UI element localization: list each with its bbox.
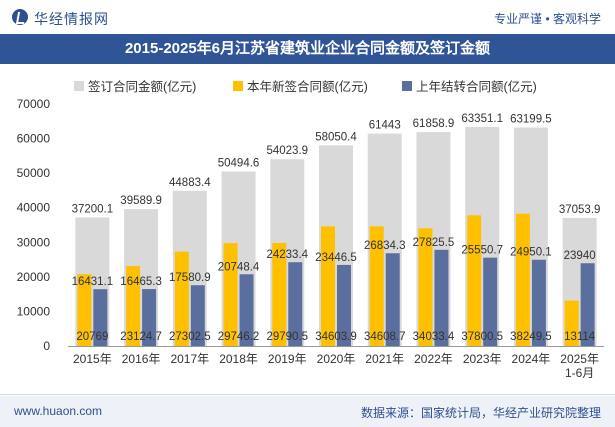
site-url: www.huaon.com bbox=[14, 404, 103, 418]
x-tick-label: 2025年 bbox=[560, 352, 599, 366]
bar-carry bbox=[288, 262, 303, 346]
data-label-total: 50494.6 bbox=[218, 157, 260, 169]
data-label-carry: 23940 bbox=[564, 250, 596, 262]
bar-new bbox=[272, 243, 287, 346]
x-tick-label: 2020年 bbox=[317, 352, 356, 366]
bar-new bbox=[564, 300, 579, 346]
data-label-new: 27302.5 bbox=[169, 331, 211, 343]
data-label-carry: 26834.3 bbox=[364, 240, 406, 252]
x-tick-label: 2024年 bbox=[512, 352, 551, 366]
bar-carry bbox=[385, 253, 400, 346]
data-label-total: 54023.9 bbox=[266, 145, 308, 157]
data-label-carry: 27825.5 bbox=[413, 237, 455, 249]
footer-divider bbox=[0, 394, 615, 395]
legend-swatch-total bbox=[74, 80, 84, 91]
data-label-carry: 23446.5 bbox=[315, 252, 357, 264]
legend-label-new: 本年新签合同额(亿元) bbox=[247, 80, 368, 94]
footer-bar: www.huaon.com 数据来源：国家统计局，华经产业研究院整理 bbox=[0, 396, 615, 427]
data-label-new: 20769 bbox=[76, 331, 108, 343]
y-tick-label: 0 bbox=[43, 339, 50, 353]
bar-carry bbox=[142, 289, 157, 346]
x-tick-label: 2022年 bbox=[414, 352, 453, 366]
bar-carry bbox=[93, 289, 108, 346]
brand-name: 华经情报网 bbox=[34, 11, 109, 27]
chart-title: 2015-2025年6月江苏省建筑业企业合同金额及签订金额 bbox=[0, 34, 615, 64]
header-bar: 华经情报网 专业严谨 • 客观科学 bbox=[0, 0, 615, 34]
x-tick-label: 2018年 bbox=[219, 352, 258, 366]
x-tick-label: 2016年 bbox=[122, 352, 161, 366]
bar-carry bbox=[337, 264, 351, 346]
data-source: 数据来源：国家统计局，华经产业研究院整理 bbox=[360, 406, 601, 420]
y-tick-label: 40000 bbox=[17, 201, 51, 215]
bar-new bbox=[321, 226, 335, 346]
bar-carry bbox=[580, 263, 595, 346]
legend-label-total: 签订合同金额(亿元) bbox=[88, 80, 197, 94]
legend-label-carry: 上年结转合同额(亿元) bbox=[416, 80, 537, 94]
data-label-carry: 17580.9 bbox=[169, 272, 211, 284]
bar-new bbox=[467, 215, 482, 346]
data-label-total: 63351.1 bbox=[461, 113, 503, 125]
data-label-total: 58050.4 bbox=[315, 131, 357, 143]
bar-new bbox=[223, 243, 238, 346]
bar-carry bbox=[190, 285, 205, 346]
bar-carry bbox=[483, 257, 498, 346]
data-label-carry: 24233.4 bbox=[266, 249, 308, 261]
data-label-carry: 25550.7 bbox=[461, 245, 503, 257]
y-tick-label: 70000 bbox=[17, 97, 51, 111]
data-label-total: 61858.9 bbox=[413, 118, 455, 130]
data-label-carry: 20748.4 bbox=[218, 261, 260, 273]
data-label-new: 37800.5 bbox=[461, 331, 503, 343]
y-tick-label: 50000 bbox=[17, 166, 51, 180]
data-label-new: 29790.5 bbox=[266, 331, 308, 343]
x-tick-label: 2021年 bbox=[365, 352, 404, 366]
x-tick-label: 2015年 bbox=[73, 352, 112, 366]
data-label-new: 13114 bbox=[564, 331, 596, 343]
data-label-total: 63199.5 bbox=[510, 114, 552, 126]
bar-chart: 0 10000 20000 30000 40000 50000 60000 70000 3720… bbox=[17, 97, 604, 380]
x-tick-label: 2019年 bbox=[268, 352, 307, 366]
bar-new bbox=[174, 251, 189, 346]
data-label-new: 34608.7 bbox=[364, 331, 406, 343]
legend-swatch-carry bbox=[402, 80, 412, 91]
data-label-total: 61443 bbox=[369, 120, 401, 132]
y-tick-label: 30000 bbox=[17, 235, 51, 249]
legend-swatch-new bbox=[233, 80, 243, 91]
x-tick-label: 2017年 bbox=[170, 352, 209, 366]
data-label-carry: 24950.1 bbox=[510, 247, 552, 259]
data-label-new: 38249.5 bbox=[510, 331, 552, 343]
bar-new bbox=[77, 274, 92, 346]
slogan: 专业严谨 • 客观科学 bbox=[494, 12, 601, 26]
legend-item-carry: 上年结转合同额(亿元) bbox=[402, 76, 537, 95]
data-label-carry: 16431.1 bbox=[72, 276, 114, 288]
data-label-total: 39589.9 bbox=[120, 195, 162, 207]
y-tick-label: 10000 bbox=[17, 304, 51, 318]
bar-carry bbox=[239, 274, 254, 346]
data-label-new: 29746.2 bbox=[218, 331, 260, 343]
bar-new bbox=[369, 226, 384, 346]
legend-item-total: 签订合同金额(亿元) bbox=[74, 76, 196, 95]
bar-carry bbox=[434, 249, 449, 346]
data-label-total: 37053.9 bbox=[559, 204, 601, 216]
data-label-new: 23124.7 bbox=[120, 331, 162, 343]
data-label-total: 37200.1 bbox=[72, 203, 114, 215]
y-tick-label: 20000 bbox=[17, 270, 51, 284]
legend-item-new: 本年新签合同额(亿元) bbox=[233, 76, 368, 95]
x-tick-label: 1-6月 bbox=[565, 366, 594, 380]
bar-new bbox=[515, 213, 530, 346]
chart-legend: 签订合同金额(亿元) 本年新签合同额(亿元) 上年结转合同额(亿元) bbox=[0, 72, 615, 94]
y-tick-label: 60000 bbox=[17, 132, 51, 146]
bar-new bbox=[126, 266, 141, 346]
logo-icon bbox=[12, 9, 28, 25]
data-label-new: 34033.4 bbox=[413, 331, 455, 343]
data-label-carry: 16465.3 bbox=[120, 276, 162, 288]
x-tick-label: 2023年 bbox=[463, 352, 502, 366]
bar-carry bbox=[531, 259, 546, 346]
data-label-total: 44883.4 bbox=[169, 177, 211, 189]
bar-new bbox=[418, 228, 433, 346]
data-label-new: 34603.9 bbox=[315, 331, 357, 343]
